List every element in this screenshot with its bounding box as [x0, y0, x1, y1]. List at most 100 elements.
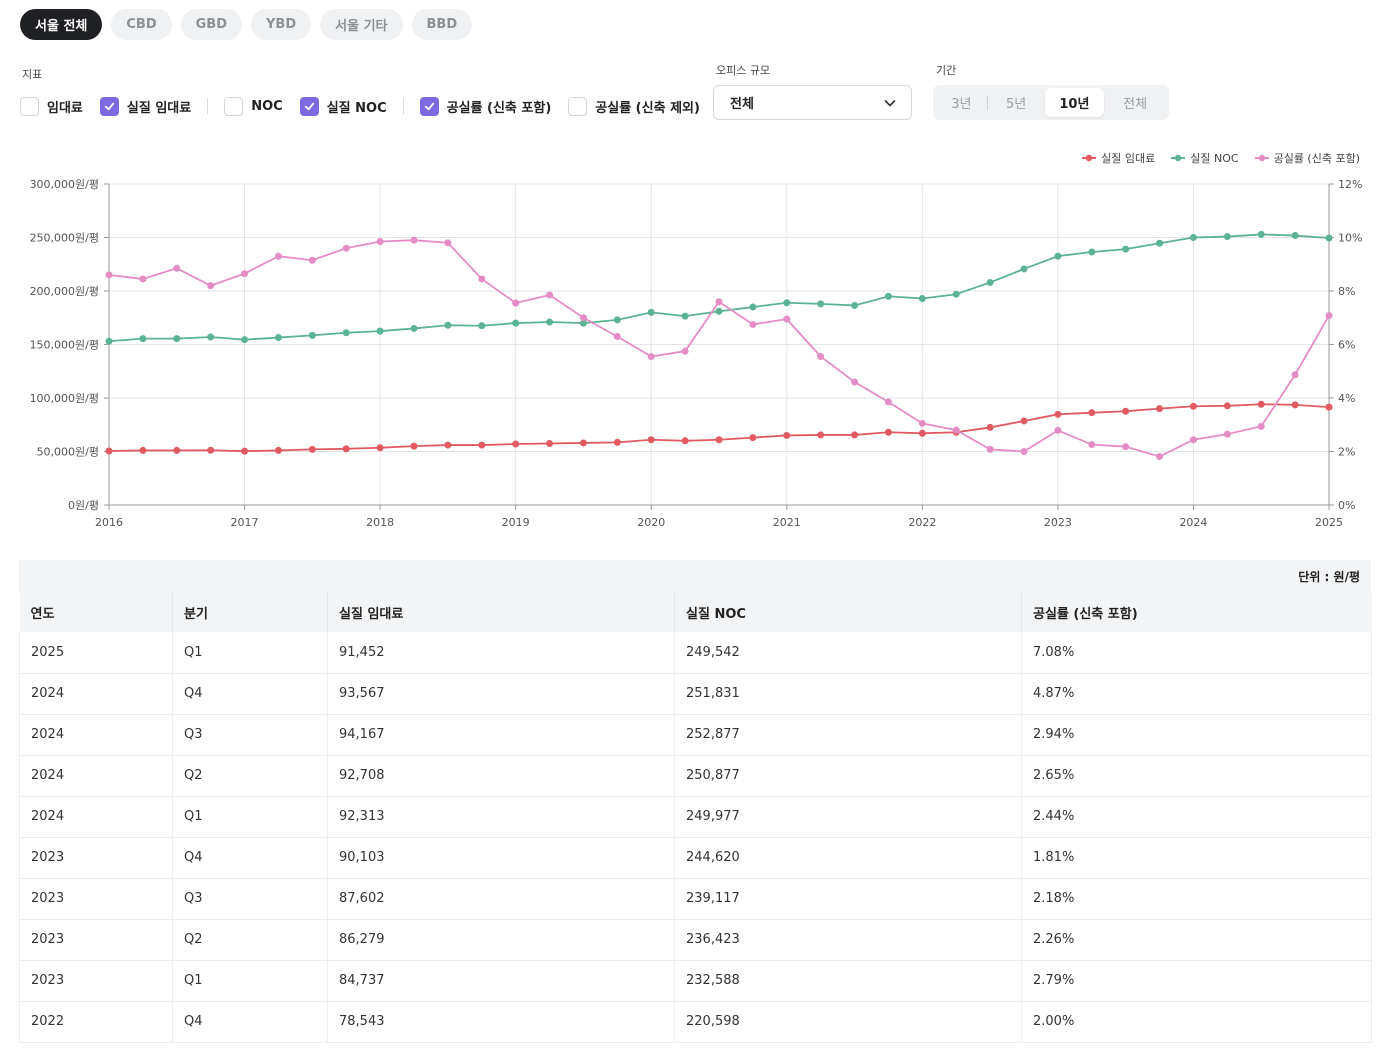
data-point [546, 291, 554, 299]
data-point [308, 256, 316, 264]
y-right-tick-label: 8% [1338, 285, 1355, 298]
cell-year: 2023 [19, 919, 173, 961]
cell-real-noc: 252,877 [674, 714, 1022, 756]
data-point [410, 442, 418, 450]
data-point [579, 439, 587, 447]
region-tabs: 서울 전체 CBD GBD YBD 서울 기타 BBD [20, 9, 473, 40]
checkbox-rent[interactable]: 임대료 [20, 96, 83, 116]
data-point [512, 319, 520, 327]
data-point [1291, 401, 1299, 409]
cell-real-rent: 92,313 [327, 796, 675, 838]
chart-legend: 실질 임대료 실질 NOC 공실률 (신축 포함) [1082, 150, 1360, 166]
period-10y[interactable]: 10년 [1044, 88, 1105, 117]
y-left-tick-label: 0원/평 [68, 499, 99, 512]
data-point [647, 308, 655, 316]
data-point [241, 336, 249, 344]
cell-year: 2024 [19, 714, 173, 756]
tab-bbd[interactable]: BBD [411, 9, 473, 40]
tab-seoul-other[interactable]: 서울 기타 [320, 9, 403, 40]
y-left-tick-label: 300,000원/평 [30, 178, 99, 191]
data-point [478, 322, 486, 330]
data-point [376, 327, 384, 335]
tab-ybd[interactable]: YBD [251, 9, 312, 40]
cell-vacancy: 2.44% [1021, 796, 1372, 838]
data-point [749, 434, 757, 442]
data-point [1189, 402, 1197, 410]
table-row: 2023 Q1 84,737 232,588 2.79% [19, 960, 1372, 1002]
checkbox-real-noc[interactable]: 실질 NOC [299, 96, 387, 116]
data-point [783, 431, 791, 439]
data-point [918, 429, 926, 437]
data-point [478, 275, 486, 283]
header-real-noc: 실질 NOC [674, 592, 1022, 632]
data-point [851, 378, 859, 386]
data-point [851, 431, 859, 439]
header-quarter: 분기 [172, 592, 328, 632]
header-vacancy: 공실률 (신축 포함) [1021, 592, 1372, 632]
checkbox-vacancy-incl-new[interactable]: 공실률 (신축 포함) [419, 96, 551, 116]
data-point [613, 332, 621, 340]
checkbox-box[interactable] [224, 96, 244, 116]
period-3y[interactable]: 3년 [951, 97, 972, 112]
data-table: 연도 분기 실질 임대료 실질 NOC 공실률 (신축 포함) 2025 Q1 91… [19, 592, 1372, 1043]
x-tick-label: 2017 [231, 516, 259, 529]
data-point [715, 298, 723, 306]
cell-real-noc: 251,831 [674, 673, 1022, 715]
divider [986, 95, 988, 110]
checkbox-real-rent[interactable]: 실질 임대료 [99, 96, 191, 116]
x-tick-label: 2020 [637, 516, 665, 529]
cell-real-noc: 236,423 [674, 919, 1022, 961]
cell-vacancy: 4.87% [1021, 673, 1372, 715]
legend-item-real-noc[interactable]: 실질 NOC [1171, 150, 1239, 166]
check-icon[interactable] [299, 96, 319, 116]
data-point [139, 446, 147, 454]
checkbox-noc[interactable]: NOC [224, 96, 283, 116]
tab-cbd[interactable]: CBD [111, 9, 172, 40]
checkbox-box[interactable] [20, 96, 39, 116]
data-point [986, 278, 994, 286]
cell-vacancy: 2.94% [1021, 714, 1372, 756]
data-point [579, 314, 587, 322]
data-point [546, 439, 554, 447]
header-real-rent: 실질 임대료 [327, 592, 675, 632]
checkbox-label: NOC [251, 98, 283, 114]
checkbox-box[interactable] [568, 96, 588, 116]
data-point [410, 236, 418, 244]
cell-vacancy: 2.18% [1021, 878, 1372, 920]
data-point [884, 428, 892, 436]
series-line-0 [108, 403, 1330, 453]
data-point [139, 335, 147, 343]
data-point [1291, 371, 1299, 379]
divider [207, 98, 209, 114]
period-5y[interactable]: 5년 [1006, 97, 1027, 112]
data-point [884, 398, 892, 406]
data-point [1122, 443, 1130, 451]
data-point [1088, 409, 1096, 417]
data-point [681, 437, 689, 445]
table-row: 2023 Q4 90,103 244,620 1.81% [19, 837, 1372, 879]
tab-seoul-all[interactable]: 서울 전체 [20, 9, 103, 40]
data-point [1122, 407, 1130, 415]
data-point [1156, 453, 1164, 461]
check-icon[interactable] [419, 96, 439, 116]
checkbox-vacancy-excl-new[interactable]: 공실률 (신축 제외) [568, 96, 700, 116]
data-point [308, 331, 316, 339]
cell-vacancy: 2.65% [1021, 755, 1372, 797]
tab-gbd[interactable]: GBD [180, 9, 242, 40]
table-body: 2025 Q1 91,452 249,542 7.08% 2024 Q4 93,567 251,… [19, 632, 1372, 1043]
cell-vacancy: 2.26% [1021, 919, 1372, 961]
data-point [1291, 232, 1299, 240]
data-point [546, 318, 554, 326]
y-left-tick-label: 250,000원/평 [30, 232, 99, 245]
legend-item-real-rent[interactable]: 실질 임대료 [1082, 150, 1155, 166]
data-point [1189, 234, 1197, 242]
check-icon[interactable] [99, 96, 119, 116]
divider [402, 98, 404, 114]
table-row: 2022 Q4 78,543 220,598 2.00% [19, 1001, 1372, 1043]
office-size-select[interactable]: 전체 [713, 85, 912, 120]
legend-item-vacancy[interactable]: 공실률 (신축 포함) [1254, 150, 1360, 166]
data-point [241, 447, 249, 455]
table-row: 2024 Q2 92,708 250,877 2.65% [19, 755, 1372, 797]
data-point [1122, 245, 1130, 253]
period-all[interactable]: 전체 [1123, 97, 1148, 112]
